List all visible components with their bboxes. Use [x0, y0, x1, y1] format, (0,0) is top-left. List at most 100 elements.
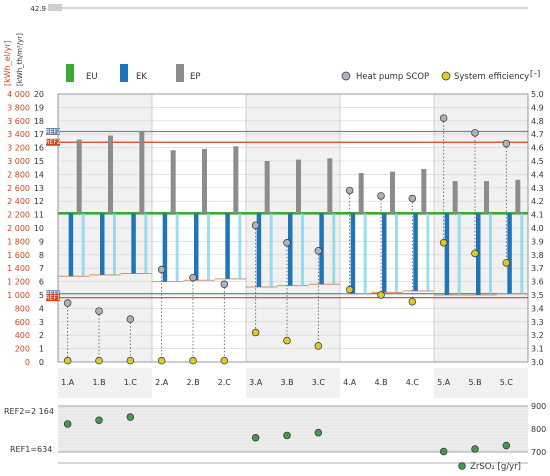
bar-ep: [108, 135, 113, 214]
bottom-right-tick: 700: [531, 448, 546, 457]
left-tick-label-red: 3 200: [7, 144, 30, 153]
zr-point: [283, 431, 291, 440]
right-tick-label: 4.5: [531, 157, 544, 166]
efficiency-point: [126, 356, 135, 365]
left-tick-label: 2: [39, 331, 44, 340]
right-tick-label: 4.8: [531, 117, 544, 126]
bar-ep: [202, 148, 207, 214]
scop-point: [95, 307, 103, 315]
right-axis-label: [–]: [530, 69, 540, 78]
scop-point: [63, 299, 72, 307]
category-label: 3.B: [280, 378, 293, 387]
left-tick-label-red: 400: [15, 331, 30, 340]
efficiency-point: [408, 297, 417, 306]
bar-ek-light: [269, 213, 273, 287]
zr-legend-label: ZrSO₂ [g/yr]: [470, 462, 521, 472]
right-tick-label: 4.6: [531, 144, 544, 153]
efficiency-point: [502, 259, 511, 267]
bar-ek-light: [81, 213, 85, 277]
left-tick-label: 17: [34, 130, 44, 139]
bar-ek-light: [113, 213, 116, 275]
ref-tag-label: REF1: [45, 291, 60, 298]
left-tick-label: 0: [39, 358, 44, 367]
top-strip-tag: [48, 4, 62, 11]
scop-point: [314, 247, 323, 255]
scop-point: [377, 192, 385, 200]
bar-ek: [194, 213, 199, 281]
legend: EU EK EP Heat pump SCOP System efficienc…: [66, 64, 529, 82]
bar-ek-light: [395, 213, 398, 293]
legend-marker-efficiency: [441, 71, 451, 81]
bar-ek: [288, 213, 293, 286]
bar-ek: [256, 213, 262, 287]
efficiency-point: [283, 336, 291, 345]
bar-ek: [350, 213, 356, 294]
bottom-panel: REF2=2 164 REF1=634 900 800 700 ZrSO₂ [g/yr]: [4, 402, 546, 472]
bottom-left-label: REF2=2 164: [4, 407, 54, 416]
bar-ep: [139, 131, 145, 214]
left-tick-label-red: 4 000: [7, 90, 30, 99]
ref-tag-box: [46, 128, 60, 136]
right-tick-label: 3.3: [531, 318, 544, 327]
bar-ek-light: [301, 213, 304, 286]
category-label: 1.B: [92, 378, 105, 387]
legend-label-ep: EP: [190, 72, 201, 82]
left-tick-label: 8: [39, 251, 44, 260]
left-tick-label-red: 2 800: [7, 170, 30, 179]
left-tick-label-red: 3 600: [7, 117, 30, 126]
left-tick-label: 6: [39, 278, 44, 287]
scop-point: [283, 238, 291, 247]
category-label: 5.A: [437, 378, 451, 387]
bar-ek: [382, 213, 387, 293]
legend-swatch-eu: [66, 64, 74, 82]
right-tick-label: 4.2: [531, 197, 544, 206]
left-tick-label: 9: [39, 237, 44, 246]
left-tick-label: 16: [34, 144, 44, 153]
left-tick-label-red: 200: [15, 345, 30, 354]
bar-ek-light: [332, 213, 336, 285]
right-tick-label: 4.0: [531, 224, 544, 233]
left-tick-label: 5: [39, 291, 44, 300]
zr-point: [63, 420, 72, 428]
category-label: 4.B: [374, 378, 387, 387]
left-tick-label-red: 1 600: [7, 251, 30, 260]
legend-swatch-ep: [176, 64, 184, 82]
ref-tag-box: [46, 294, 60, 302]
bar-ek-light: [144, 213, 148, 274]
left-tick-label: 14: [34, 170, 44, 179]
scop-point: [189, 273, 197, 282]
right-tick-label: 3.8: [531, 251, 544, 260]
category-label: 2.C: [218, 378, 232, 387]
category-background: [58, 368, 152, 398]
bar-ek-light: [489, 213, 492, 295]
right-tick-label: 3.4: [531, 304, 544, 313]
left-tick-label-red: 1 200: [7, 278, 30, 287]
bar-ek: [444, 213, 450, 295]
left-tick-label: 20: [34, 90, 44, 99]
efficiency-point: [314, 342, 323, 350]
legend-label-eu: EU: [86, 72, 98, 82]
right-tick-label: 4.9: [531, 103, 544, 112]
zr-point: [126, 413, 135, 421]
right-tick-label: 4.4: [531, 170, 544, 179]
legend-label-ek: EK: [136, 72, 147, 82]
right-tick-label: 3.6: [531, 278, 544, 287]
right-tick-label: 4.7: [531, 130, 544, 139]
category-label: 2.A: [155, 378, 169, 387]
bar-ep: [390, 171, 395, 214]
efficiency-point: [63, 356, 72, 365]
bar-ep: [76, 139, 82, 214]
left-axis-label-red: [kWh_el/yr]: [3, 40, 12, 86]
bar-ek-light: [175, 213, 179, 282]
bar-ek: [131, 213, 136, 274]
plot-frame: [57, 93, 529, 363]
efficiency-point: [95, 356, 103, 365]
left-tick-label: 10: [34, 224, 44, 233]
bar-ep: [452, 181, 458, 214]
efficiency-point: [157, 356, 166, 365]
zr-point: [95, 416, 103, 425]
legend-marker-scop: [341, 71, 351, 81]
scop-point: [408, 194, 417, 203]
category-label: 1.C: [124, 378, 138, 387]
left-axis-label-black: [kWh_th/m²/yr]: [16, 33, 24, 86]
